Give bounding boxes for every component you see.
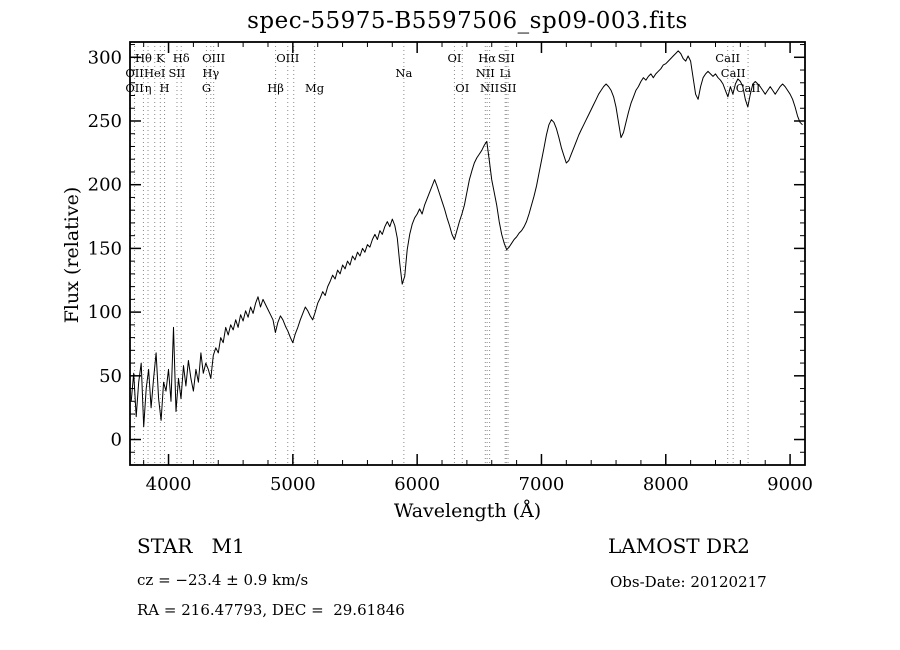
svg-text:7000: 7000 xyxy=(519,474,565,495)
survey-label: LAMOST DR2 xyxy=(608,534,750,558)
svg-text:HeI: HeI xyxy=(144,66,165,80)
svg-text:200: 200 xyxy=(88,175,122,196)
svg-text:8000: 8000 xyxy=(643,474,689,495)
svg-text:SII: SII xyxy=(169,66,186,80)
svg-text:H: H xyxy=(160,81,170,95)
svg-text:4000: 4000 xyxy=(146,474,192,495)
svg-text:NII: NII xyxy=(476,66,495,80)
svg-text:OIII: OIII xyxy=(276,51,299,65)
svg-text:300: 300 xyxy=(88,47,122,68)
svg-text:CaII: CaII xyxy=(736,81,761,95)
svg-text:150: 150 xyxy=(88,238,122,259)
svg-text:Mg: Mg xyxy=(305,81,325,95)
svg-text:5000: 5000 xyxy=(270,474,316,495)
svg-text:CaII: CaII xyxy=(715,51,740,65)
svg-text:Hθ: Hθ xyxy=(135,51,152,65)
svg-text:Hβ: Hβ xyxy=(267,81,284,95)
obs-date: Obs-Date: 20120217 xyxy=(610,573,767,591)
svg-text:50: 50 xyxy=(99,366,122,387)
svg-text:NII: NII xyxy=(480,81,499,95)
svg-text:Hδ: Hδ xyxy=(173,51,190,65)
svg-text:OI: OI xyxy=(455,81,469,95)
svg-text:Na: Na xyxy=(395,66,412,80)
svg-text:η: η xyxy=(145,81,152,95)
svg-text:SII: SII xyxy=(498,51,515,65)
radial-velocity: cz = −23.4 ± 0.9 km/s xyxy=(137,571,309,589)
y-axis-label: Flux (relative) xyxy=(61,186,83,324)
svg-text:6000: 6000 xyxy=(394,474,440,495)
svg-text:OII: OII xyxy=(125,66,144,80)
page-title: spec-55975-B5597506_sp09-003.fits xyxy=(247,8,688,34)
svg-text:9000: 9000 xyxy=(767,474,813,495)
svg-text:SII: SII xyxy=(500,81,517,95)
svg-text:OI: OI xyxy=(447,51,461,65)
svg-text:K: K xyxy=(156,51,165,65)
svg-text:Hγ: Hγ xyxy=(202,66,219,80)
svg-text:Li: Li xyxy=(500,66,512,80)
svg-text:G: G xyxy=(202,81,211,95)
ra-dec: RA = 216.47793, DEC = 29.61846 xyxy=(137,601,405,619)
svg-text:OIII: OIII xyxy=(202,51,225,65)
x-axis-label: Wavelength (Å) xyxy=(393,500,542,522)
svg-text:Hα: Hα xyxy=(478,51,496,65)
svg-text:100: 100 xyxy=(88,302,122,323)
svg-text:0: 0 xyxy=(111,430,122,451)
svg-text:250: 250 xyxy=(88,111,122,132)
svg-text:CaII: CaII xyxy=(721,66,746,80)
object-class-label: STAR M1 xyxy=(137,534,245,558)
